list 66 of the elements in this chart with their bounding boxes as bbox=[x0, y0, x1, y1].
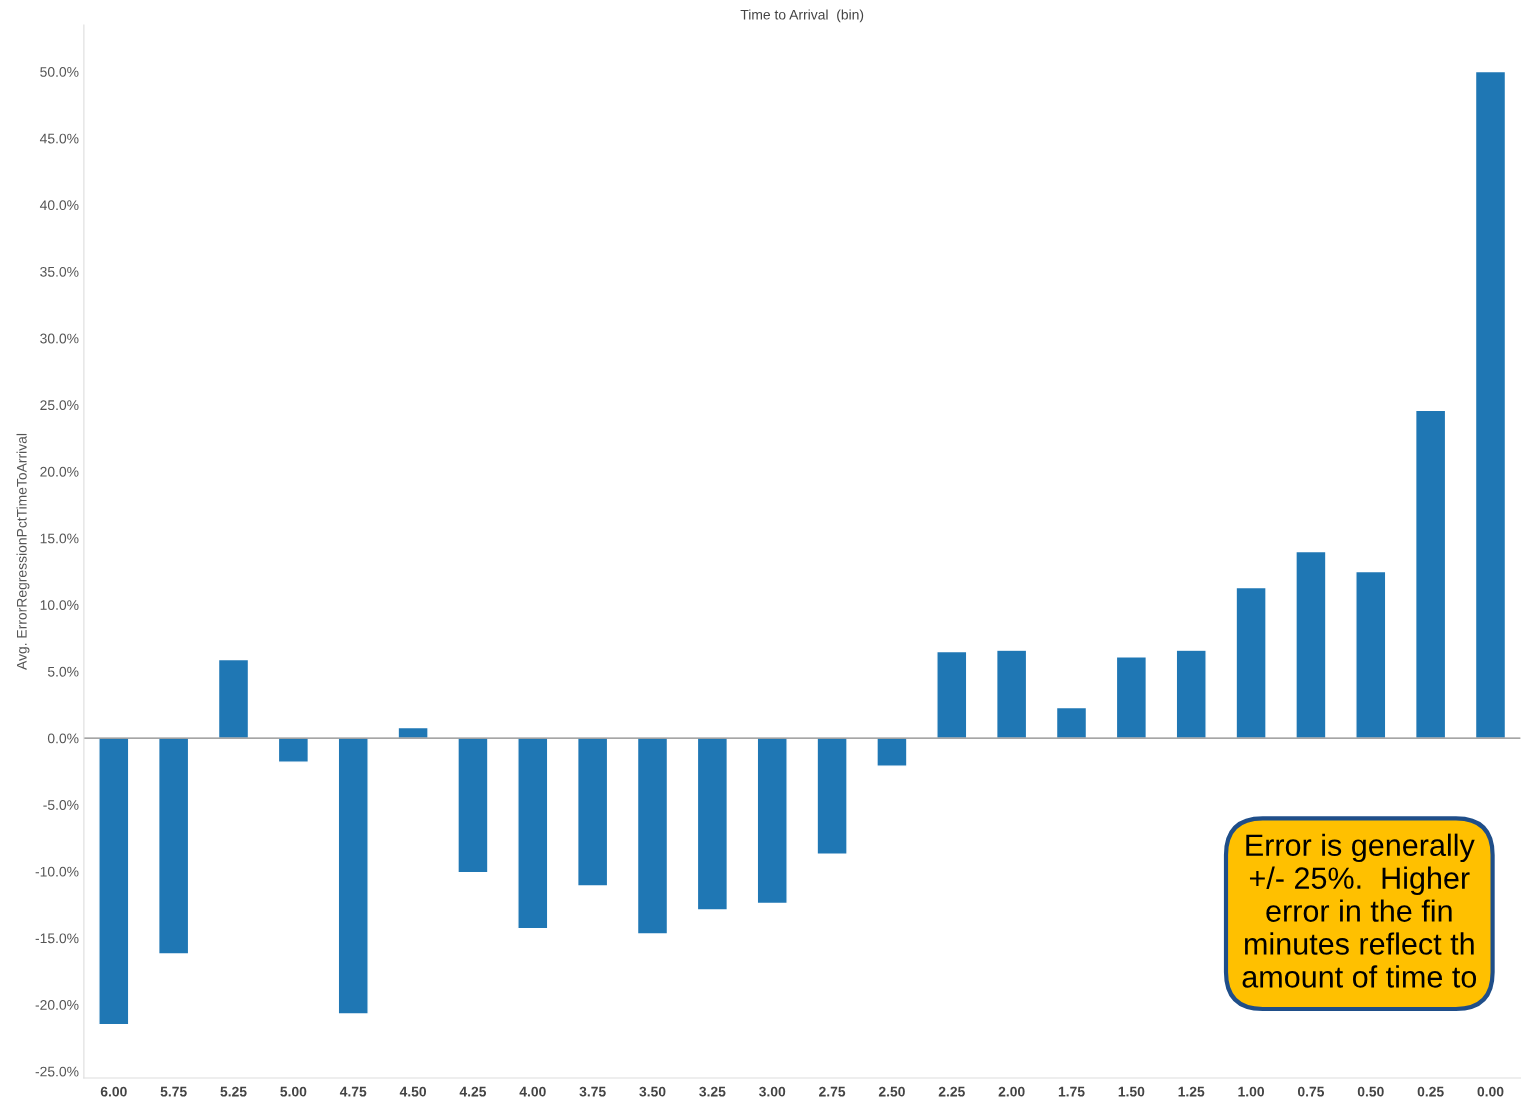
y-tick-label: -15.0% bbox=[35, 933, 79, 944]
x-tick-label: 0.50 bbox=[1357, 1086, 1384, 1097]
y-tick-label: 25.0% bbox=[40, 400, 79, 411]
y-tick-label: -5.0% bbox=[43, 800, 79, 810]
x-tick-label: 4.50 bbox=[399, 1086, 427, 1097]
bar bbox=[696, 737, 729, 911]
y-tick-label: 10.0% bbox=[40, 600, 79, 610]
annotation: Error is generally +/- 25%. Higher error in the fin minutes reflect th amount of time to bbox=[1242, 833, 1477, 988]
y-tick-label: 30.0% bbox=[40, 333, 79, 344]
bar bbox=[217, 658, 250, 739]
x-tick-label: 0.25 bbox=[1417, 1086, 1444, 1097]
bar bbox=[98, 737, 130, 1026]
y-tick-label: 20.0% bbox=[40, 466, 79, 477]
x-tick-label: 3.25 bbox=[699, 1086, 726, 1097]
x-tick-label: 4.25 bbox=[459, 1086, 487, 1097]
x-tick-label: 5.25 bbox=[220, 1086, 247, 1097]
bar bbox=[1295, 550, 1327, 739]
bar bbox=[816, 737, 848, 855]
bar bbox=[158, 737, 190, 955]
bar bbox=[1055, 706, 1088, 739]
bar bbox=[1235, 586, 1267, 739]
x-tick-label: 0.75 bbox=[1297, 1086, 1325, 1097]
y-tick-label: 5.0% bbox=[47, 666, 79, 677]
y-tick-label: 0.0% bbox=[47, 733, 79, 744]
y-tick-label: 50.0% bbox=[40, 66, 79, 77]
bar bbox=[277, 737, 310, 763]
x-tick-label: 5.75 bbox=[160, 1086, 187, 1097]
x-tick-label: 2.25 bbox=[938, 1086, 965, 1097]
bar bbox=[1474, 70, 1507, 739]
bar bbox=[936, 650, 968, 739]
bar bbox=[636, 737, 669, 935]
x-tick-label: 5.00 bbox=[280, 1086, 307, 1097]
x-tick-label: 3.00 bbox=[759, 1086, 786, 1097]
bar bbox=[1115, 656, 1148, 739]
y-tick-label: -20.0% bbox=[35, 1000, 79, 1010]
y-tick-label: 45.0% bbox=[39, 133, 79, 144]
chart-title: Time to Arrival (bin) bbox=[740, 9, 864, 23]
x-tick-label: 2.00 bbox=[998, 1086, 1025, 1097]
bar bbox=[1355, 570, 1387, 739]
x-tick-label: 3.75 bbox=[579, 1086, 606, 1097]
x-tick-label: 2.75 bbox=[819, 1086, 846, 1097]
x-tick-label: 1.25 bbox=[1178, 1086, 1205, 1097]
x-tick-label: 2.50 bbox=[878, 1086, 905, 1097]
bar bbox=[1414, 409, 1447, 739]
bar bbox=[756, 737, 788, 905]
bar bbox=[337, 737, 369, 1015]
bar bbox=[457, 737, 489, 874]
x-tick-label: 1.50 bbox=[1118, 1086, 1145, 1097]
x-tick-label: 0.00 bbox=[1477, 1086, 1504, 1097]
y-tick-label: -25.0% bbox=[35, 1066, 79, 1077]
bar bbox=[995, 649, 1028, 739]
x-tick-label: 1.75 bbox=[1058, 1086, 1085, 1097]
bar bbox=[1175, 649, 1207, 739]
bar bbox=[876, 737, 908, 767]
y-tick-label: 15.0% bbox=[40, 533, 79, 544]
y-tick-label: 40.0% bbox=[39, 200, 79, 211]
x-tick-label: 3.50 bbox=[639, 1086, 666, 1097]
bar bbox=[517, 737, 549, 930]
x-tick-label: 4.75 bbox=[339, 1086, 367, 1097]
bar bbox=[576, 737, 609, 887]
y-tick-label: -10.0% bbox=[35, 866, 79, 877]
x-tick-label: 4.00 bbox=[519, 1086, 546, 1097]
y-axis-title: Avg. ErrorRegressionPctTimeToArrival bbox=[16, 433, 30, 670]
x-tick-label: 6.00 bbox=[100, 1086, 127, 1097]
y-tick-label: 35.0% bbox=[40, 266, 79, 277]
x-tick-label: 1.00 bbox=[1238, 1086, 1265, 1097]
